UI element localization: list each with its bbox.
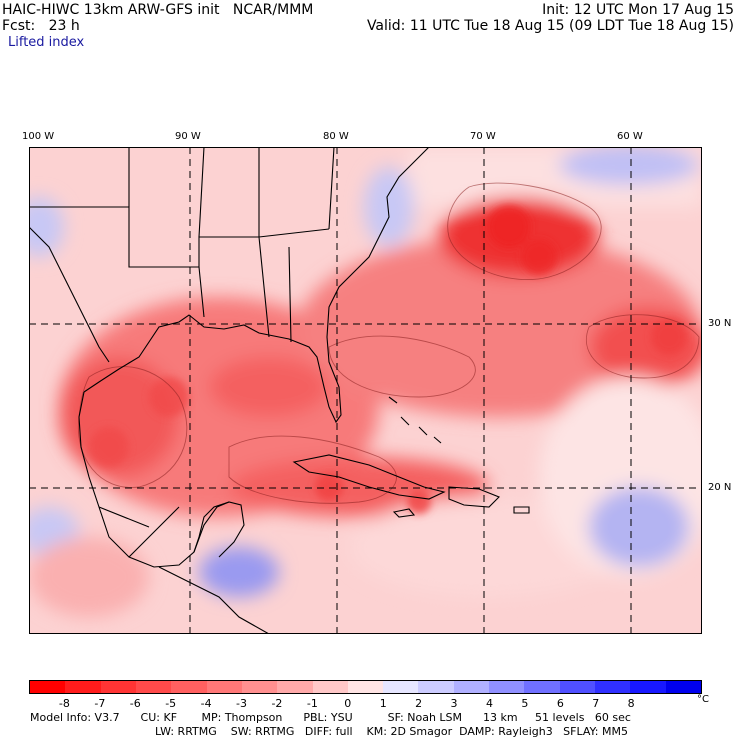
shade-se-blue — [589, 487, 689, 567]
colorbar-swatch — [312, 681, 348, 693]
shade-coast-blue — [364, 167, 414, 247]
mexico-states — [98, 506, 180, 558]
colorbar-label: 2 — [415, 697, 423, 710]
colorbar-label: -4 — [200, 697, 212, 710]
colorbar-swatch — [524, 681, 560, 693]
colorbar-label: -2 — [271, 697, 283, 710]
lat-label-20n: 20 N — [708, 482, 732, 493]
lat-label-30n: 30 N — [708, 318, 732, 329]
coastlines-and-borders — [29, 147, 530, 634]
colorbar-swatch — [241, 681, 278, 693]
colorbar-swatch — [135, 681, 172, 693]
bahamas — [388, 396, 442, 444]
mexico-coast — [78, 391, 230, 568]
field-detail — [89, 205, 687, 514]
contours — [77, 182, 700, 504]
init-time: Init: 12 UTC Mon 17 Aug 15 — [542, 2, 734, 18]
colorbar-swatch — [418, 681, 454, 693]
colorbar-swatch — [100, 681, 136, 693]
colorbar-swatch — [665, 681, 701, 693]
colorbar-label: 7 — [592, 697, 600, 710]
colorbar-label: -7 — [94, 697, 106, 710]
colorbar-swatch — [347, 681, 384, 693]
cuba — [292, 454, 446, 500]
shade-central-america-blue — [199, 547, 279, 597]
lifted-index-map — [29, 147, 702, 634]
lon-label-60w: 60 W — [617, 131, 643, 142]
cell-4 — [89, 427, 129, 467]
colorbar-swatch — [489, 681, 525, 693]
colorbar-swatch — [453, 681, 490, 693]
state-line-3 — [198, 236, 292, 343]
colorbar-swatch — [383, 681, 419, 693]
colorbar-swatch — [65, 681, 101, 693]
colorbar-swatch — [277, 681, 313, 693]
puerto-rico — [513, 506, 530, 514]
colorbar-swatch — [30, 681, 66, 693]
cell-1 — [487, 205, 531, 249]
shade-mexico-pale — [29, 537, 149, 617]
model-info-line-2: LW: RRTMG SW: RRTMG DIFF: full KM: 2D Sm… — [155, 725, 628, 738]
colorbar-swatch — [630, 681, 666, 693]
colorbar-label: 4 — [485, 697, 493, 710]
lon-label-90w: 90 W — [175, 131, 201, 142]
field-name: Lifted index — [8, 35, 85, 50]
colorbar-swatch — [206, 681, 242, 693]
jamaica — [392, 508, 416, 518]
shade-ne-blue — [559, 147, 699, 185]
title: HAIC-HIWC 13km ARW-GFS init NCAR/MMM — [2, 2, 314, 18]
cell-7 — [407, 490, 431, 514]
cell-6 — [315, 473, 343, 501]
colorbar-label: 5 — [521, 697, 529, 710]
colorbar-label: -5 — [165, 697, 177, 710]
gulf-coast — [83, 147, 430, 424]
colorbar-label: -8 — [58, 697, 70, 710]
model-info-line-1: Model Info: V3.7 CU: KF MP: Thompson PBL… — [30, 711, 631, 724]
colorbar-swatch — [595, 681, 631, 693]
hispaniola — [448, 486, 500, 508]
colorbar-label: -1 — [306, 697, 318, 710]
lon-label-100w: 100 W — [22, 131, 55, 142]
cell-5 — [651, 319, 687, 355]
colorbar-unit: °C — [697, 694, 709, 705]
colorbar-label: 1 — [379, 697, 387, 710]
graticule — [29, 147, 702, 634]
lon-label-70w: 70 W — [470, 131, 496, 142]
cell-2 — [521, 239, 557, 275]
shade-atlantic-red — [299, 237, 699, 417]
forecast-hour: Fcst: 23 h — [2, 18, 80, 34]
lon-label-80w: 80 W — [323, 131, 349, 142]
map-frame — [29, 147, 702, 634]
colorbar-swatch — [559, 681, 595, 693]
colorbar-label: -3 — [236, 697, 247, 710]
yucatan — [193, 501, 245, 558]
central-america — [158, 566, 270, 634]
colorbar-label: 6 — [556, 697, 564, 710]
colorbar — [29, 680, 702, 694]
colorbar-label: 3 — [450, 697, 458, 710]
colorbar-label: 8 — [627, 697, 635, 710]
colorbar-label: 0 — [344, 697, 352, 710]
colorbar-label: -6 — [129, 697, 141, 710]
shade-gulf-deep — [209, 357, 329, 417]
valid-time: Valid: 11 UTC Tue 18 Aug 15 (09 LDT Tue … — [366, 18, 734, 34]
state-line-2 — [128, 147, 335, 238]
cell-3 — [149, 377, 189, 417]
colorbar-swatch — [171, 681, 207, 693]
shade-northwest-blue — [29, 197, 64, 257]
us-mexico-border — [29, 226, 110, 363]
